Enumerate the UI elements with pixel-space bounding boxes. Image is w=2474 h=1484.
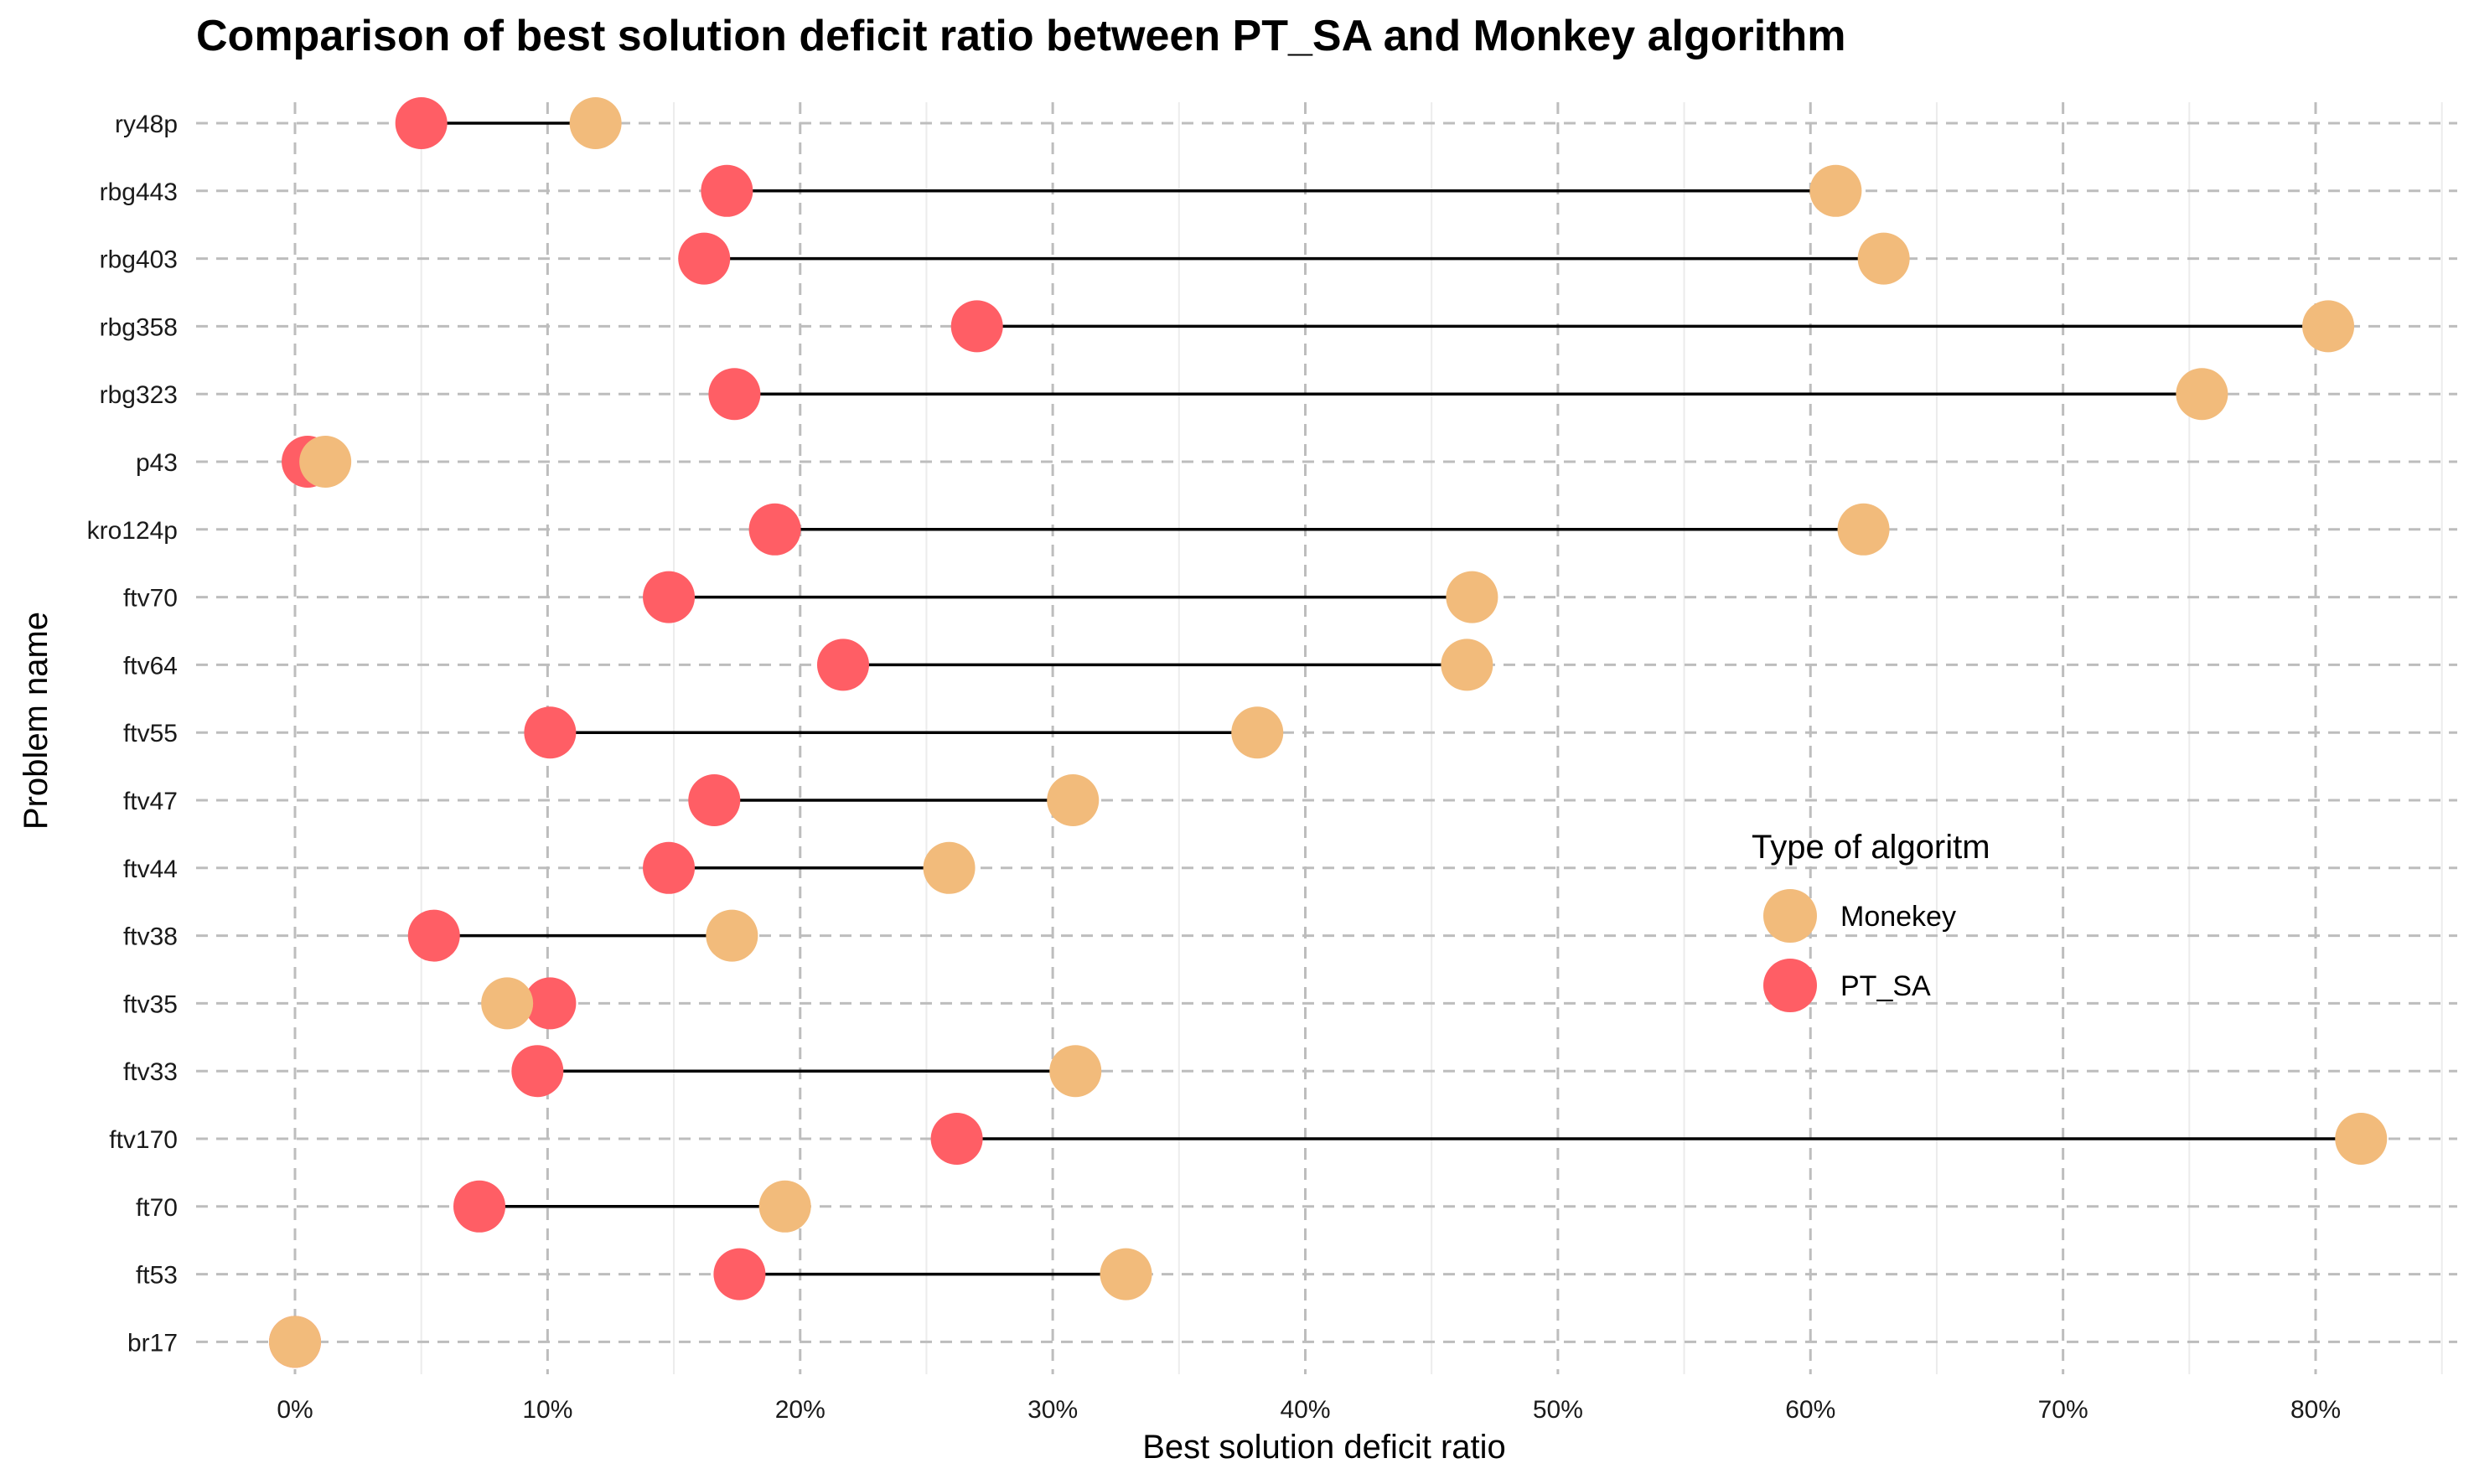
point-monekey-ftv70 — [1446, 571, 1498, 623]
y-tick-label-ftv47: ftv47 — [123, 788, 178, 815]
y-tick-label-ft53: ft53 — [136, 1262, 178, 1290]
point-pt-sa-ftv38 — [407, 909, 460, 962]
legend-label-monekey: Monekey — [1840, 901, 1956, 933]
point-monekey-ft70 — [758, 1180, 811, 1233]
y-tick-label-br17: br17 — [127, 1329, 178, 1357]
point-monekey-ftv55 — [1231, 706, 1284, 759]
point-pt-sa-rbg403 — [678, 232, 731, 285]
point-pt-sa-ftv170 — [930, 1113, 983, 1165]
point-pt-sa-ftv35 — [524, 977, 577, 1030]
legend-key-pt-sa — [1763, 959, 1817, 1012]
point-pt-sa-rbg443 — [701, 164, 753, 217]
point-layer — [269, 97, 2388, 1368]
y-tick-label-p43: p43 — [136, 449, 178, 477]
point-monekey-rbg443 — [1809, 164, 1862, 217]
point-monekey-kro124p — [1837, 503, 1890, 556]
x-tick-label-3: 30% — [1027, 1396, 1078, 1424]
point-pt-sa-ft53 — [713, 1248, 766, 1300]
y-tick-label-ftv64: ftv64 — [123, 652, 178, 680]
point-pt-sa-ft70 — [453, 1180, 506, 1233]
point-pt-sa-ftv47 — [688, 774, 741, 826]
y-tick-label-ry48p: ry48p — [115, 111, 178, 138]
point-monekey-rbg403 — [1857, 232, 1910, 285]
point-monekey-ftv35 — [481, 977, 534, 1030]
segment-layer — [308, 122, 2362, 1276]
x-axis-title: Best solution deficit ratio — [1142, 1429, 1506, 1466]
x-tick-label-5: 50% — [1533, 1396, 1583, 1424]
x-tick-label-8: 80% — [2290, 1396, 2341, 1424]
y-tick-label-rbg403: rbg403 — [100, 246, 178, 274]
point-pt-sa-ry48p — [395, 97, 448, 149]
x-tick-label-2: 20% — [775, 1396, 826, 1424]
axis-layer: 0% 10% 20% 30% 40% 50% 60% 70% 80% ry48p rbg443 rbg… — [87, 111, 2341, 1424]
legend-label-pt-sa: PT_SA — [1840, 970, 1931, 1002]
legend-key-monekey — [1763, 889, 1817, 943]
point-monekey-p43 — [299, 436, 352, 488]
x-tick-label-1: 10% — [522, 1396, 572, 1424]
y-tick-label-ft70: ft70 — [136, 1194, 178, 1222]
y-tick-label-kro124p: kro124p — [87, 517, 178, 545]
x-tick-label-7: 70% — [2038, 1396, 2088, 1424]
point-pt-sa-ftv55 — [524, 706, 577, 759]
point-pt-sa-ftv44 — [643, 841, 696, 894]
point-monekey-ftv38 — [706, 909, 758, 962]
point-monekey-rbg358 — [2302, 300, 2355, 353]
x-tick-label-4: 40% — [1280, 1396, 1330, 1424]
y-tick-label-ftv38: ftv38 — [123, 923, 178, 951]
y-tick-label-rbg358: rbg358 — [100, 313, 178, 341]
x-tick-label-0: 0% — [277, 1396, 313, 1424]
y-tick-label-ftv33: ftv33 — [123, 1058, 178, 1086]
point-monekey-rbg323 — [2176, 368, 2228, 421]
y-tick-label-ftv35: ftv35 — [123, 990, 178, 1018]
y-axis-title: Problem name — [18, 612, 54, 830]
point-pt-sa-kro124p — [748, 503, 801, 556]
chart-title: Comparison of best solution deficit rati… — [196, 12, 1846, 60]
y-tick-label-ftv170: ftv170 — [109, 1126, 178, 1154]
y-tick-label-ftv70: ftv70 — [123, 585, 178, 613]
point-monekey-br17 — [269, 1316, 321, 1368]
point-monekey-ftv33 — [1049, 1045, 1102, 1098]
point-monekey-ftv47 — [1047, 774, 1100, 826]
y-tick-label-ftv44: ftv44 — [123, 856, 178, 883]
point-pt-sa-ftv33 — [511, 1045, 564, 1098]
y-tick-label-rbg443: rbg443 — [100, 178, 178, 206]
legend: Type of algoritm Monekey PT_SA — [1752, 829, 1990, 1012]
point-monekey-ftv64 — [1441, 639, 1493, 691]
x-tick-label-6: 60% — [1785, 1396, 1835, 1424]
point-monekey-ry48p — [569, 97, 622, 149]
point-pt-sa-ftv64 — [816, 639, 869, 691]
legend-title: Type of algoritm — [1752, 829, 1990, 866]
y-tick-label-rbg323: rbg323 — [100, 381, 178, 409]
y-tick-label-ftv55: ftv55 — [123, 720, 178, 747]
point-pt-sa-ftv70 — [643, 571, 696, 623]
point-monekey-ftv170 — [2335, 1113, 2388, 1165]
point-monekey-ftv44 — [923, 841, 976, 894]
point-pt-sa-rbg323 — [708, 368, 761, 421]
point-monekey-ft53 — [1100, 1248, 1152, 1300]
point-pt-sa-rbg358 — [950, 300, 1003, 353]
